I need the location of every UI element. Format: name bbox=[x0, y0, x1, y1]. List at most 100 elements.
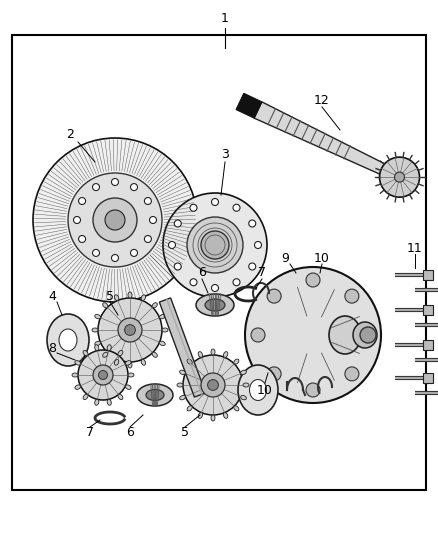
Text: 4: 4 bbox=[48, 289, 56, 303]
Ellipse shape bbox=[95, 399, 99, 405]
Ellipse shape bbox=[72, 373, 78, 377]
Bar bbox=[423, 270, 433, 280]
Circle shape bbox=[149, 216, 156, 223]
Ellipse shape bbox=[240, 395, 246, 400]
Ellipse shape bbox=[114, 359, 119, 365]
Ellipse shape bbox=[128, 373, 134, 377]
Text: 2: 2 bbox=[66, 128, 74, 141]
Ellipse shape bbox=[141, 295, 145, 301]
Ellipse shape bbox=[329, 316, 361, 354]
Ellipse shape bbox=[180, 395, 185, 400]
Circle shape bbox=[169, 241, 176, 248]
Circle shape bbox=[379, 157, 420, 197]
Ellipse shape bbox=[353, 322, 377, 348]
Circle shape bbox=[74, 216, 81, 223]
Ellipse shape bbox=[92, 328, 98, 332]
Circle shape bbox=[267, 289, 281, 303]
Text: 7: 7 bbox=[258, 266, 266, 279]
Text: 9: 9 bbox=[281, 252, 289, 264]
Ellipse shape bbox=[102, 303, 108, 308]
Text: 1: 1 bbox=[221, 12, 229, 25]
Circle shape bbox=[163, 193, 267, 297]
Ellipse shape bbox=[95, 314, 101, 319]
Circle shape bbox=[78, 236, 85, 243]
Circle shape bbox=[361, 328, 375, 342]
Circle shape bbox=[33, 138, 197, 302]
Text: 10: 10 bbox=[314, 252, 330, 264]
Circle shape bbox=[183, 355, 243, 415]
Circle shape bbox=[124, 325, 135, 335]
Ellipse shape bbox=[198, 352, 202, 358]
Circle shape bbox=[233, 279, 240, 286]
Ellipse shape bbox=[223, 352, 228, 358]
Polygon shape bbox=[254, 102, 397, 180]
Bar bbox=[423, 305, 433, 315]
Circle shape bbox=[93, 365, 113, 385]
Circle shape bbox=[360, 327, 376, 343]
Circle shape bbox=[190, 204, 197, 211]
Circle shape bbox=[68, 173, 162, 267]
Circle shape bbox=[112, 179, 119, 185]
Circle shape bbox=[105, 210, 125, 230]
Circle shape bbox=[251, 328, 265, 342]
Ellipse shape bbox=[59, 329, 77, 351]
Circle shape bbox=[92, 183, 99, 191]
Text: 10: 10 bbox=[257, 384, 273, 397]
Ellipse shape bbox=[141, 359, 145, 365]
Text: 11: 11 bbox=[407, 241, 423, 254]
Circle shape bbox=[131, 183, 138, 191]
Text: 6: 6 bbox=[198, 266, 206, 279]
Ellipse shape bbox=[177, 383, 183, 387]
Circle shape bbox=[78, 350, 128, 400]
Ellipse shape bbox=[152, 352, 157, 357]
Ellipse shape bbox=[107, 345, 111, 351]
Circle shape bbox=[99, 370, 107, 379]
Circle shape bbox=[306, 273, 320, 287]
Circle shape bbox=[245, 267, 381, 403]
Circle shape bbox=[201, 231, 229, 259]
Ellipse shape bbox=[128, 362, 132, 368]
Ellipse shape bbox=[125, 385, 131, 390]
Ellipse shape bbox=[152, 303, 157, 308]
Ellipse shape bbox=[128, 292, 132, 298]
Ellipse shape bbox=[75, 361, 81, 365]
Ellipse shape bbox=[75, 385, 81, 390]
Ellipse shape bbox=[118, 394, 123, 400]
Ellipse shape bbox=[114, 295, 119, 301]
Text: 3: 3 bbox=[221, 149, 229, 161]
Ellipse shape bbox=[250, 379, 266, 400]
Circle shape bbox=[233, 204, 240, 211]
Ellipse shape bbox=[205, 299, 225, 311]
Text: 5: 5 bbox=[106, 289, 114, 303]
Circle shape bbox=[208, 379, 219, 390]
Ellipse shape bbox=[243, 383, 249, 387]
Ellipse shape bbox=[211, 349, 215, 355]
Ellipse shape bbox=[107, 399, 111, 405]
Circle shape bbox=[174, 220, 181, 227]
Text: 5: 5 bbox=[181, 426, 189, 440]
Circle shape bbox=[306, 383, 320, 397]
Ellipse shape bbox=[187, 359, 192, 364]
Circle shape bbox=[201, 373, 225, 397]
Bar bbox=[423, 340, 433, 350]
Circle shape bbox=[145, 198, 152, 205]
Ellipse shape bbox=[95, 341, 101, 345]
Circle shape bbox=[190, 279, 197, 286]
Ellipse shape bbox=[125, 361, 131, 365]
Text: 7: 7 bbox=[86, 426, 94, 440]
Ellipse shape bbox=[162, 328, 168, 332]
Ellipse shape bbox=[240, 370, 246, 375]
Ellipse shape bbox=[159, 341, 165, 345]
Ellipse shape bbox=[211, 415, 215, 421]
Circle shape bbox=[118, 318, 142, 342]
Circle shape bbox=[212, 285, 219, 292]
Circle shape bbox=[345, 289, 359, 303]
Text: 12: 12 bbox=[314, 93, 330, 107]
Circle shape bbox=[131, 249, 138, 256]
Circle shape bbox=[249, 220, 256, 227]
Ellipse shape bbox=[83, 351, 88, 356]
Ellipse shape bbox=[198, 413, 202, 418]
Circle shape bbox=[187, 217, 243, 273]
Circle shape bbox=[78, 198, 85, 205]
Circle shape bbox=[92, 249, 99, 256]
